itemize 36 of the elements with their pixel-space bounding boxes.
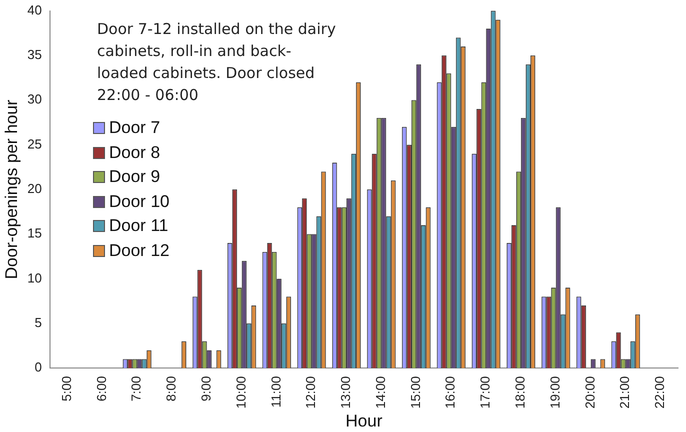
x-tick-label: 8:00 — [164, 376, 179, 402]
legend-label: Door 12 — [109, 240, 170, 261]
legend-label: Door 11 — [109, 216, 168, 236]
legend-label: Door 7 — [109, 118, 160, 138]
legend-label: Door 10 — [109, 192, 170, 212]
x-tick-label: 9:00 — [198, 376, 214, 402]
x-tick-label: 12:00 — [303, 376, 318, 409]
y-tick-label: 15 — [27, 226, 42, 241]
y-tick-label: 35 — [27, 47, 42, 62]
legend-label: Door 9 — [109, 167, 160, 188]
x-tick-label: 15:00 — [408, 376, 423, 409]
y-tick-label: 30 — [27, 92, 42, 107]
x-tick-label: 16:00 — [442, 376, 458, 409]
x-tick-label: 11:00 — [268, 376, 284, 408]
legend-label: Door 8 — [109, 142, 160, 163]
x-tick-label: 13:00 — [338, 376, 354, 409]
x-tick-label: 7:00 — [128, 376, 144, 402]
x-axis-title: Hour — [346, 411, 383, 430]
x-tick-label: 18:00 — [512, 376, 528, 409]
x-tick-label: 17:00 — [478, 376, 493, 409]
y-tick-label: 0 — [34, 360, 42, 375]
x-tick-label: 21:00 — [617, 376, 632, 409]
y-tick-label: 5 — [34, 314, 42, 330]
annotation: Door 7-12 installed on the dairy cabinets, roll-in and back-loaded cabinets. Door closed 22:00 - 06:00 — [97, 19, 337, 106]
y-tick-label: 10 — [27, 270, 42, 286]
y-tick-label: 20 — [27, 181, 42, 196]
y-tick-label: 25 — [27, 136, 42, 152]
x-tick-label: 22:00 — [652, 376, 668, 409]
y-axis-title: Door-openings per hour — [2, 99, 21, 280]
x-tick-label: 10:00 — [233, 376, 248, 409]
x-tick-label: 6:00 — [94, 376, 109, 402]
y-tick-label: 40 — [27, 2, 42, 18]
x-tick-label: 20:00 — [582, 376, 598, 409]
x-tick-label: 14:00 — [372, 376, 388, 409]
x-tick-label: 19:00 — [547, 376, 562, 409]
x-tick-label: 5:00 — [58, 376, 74, 402]
